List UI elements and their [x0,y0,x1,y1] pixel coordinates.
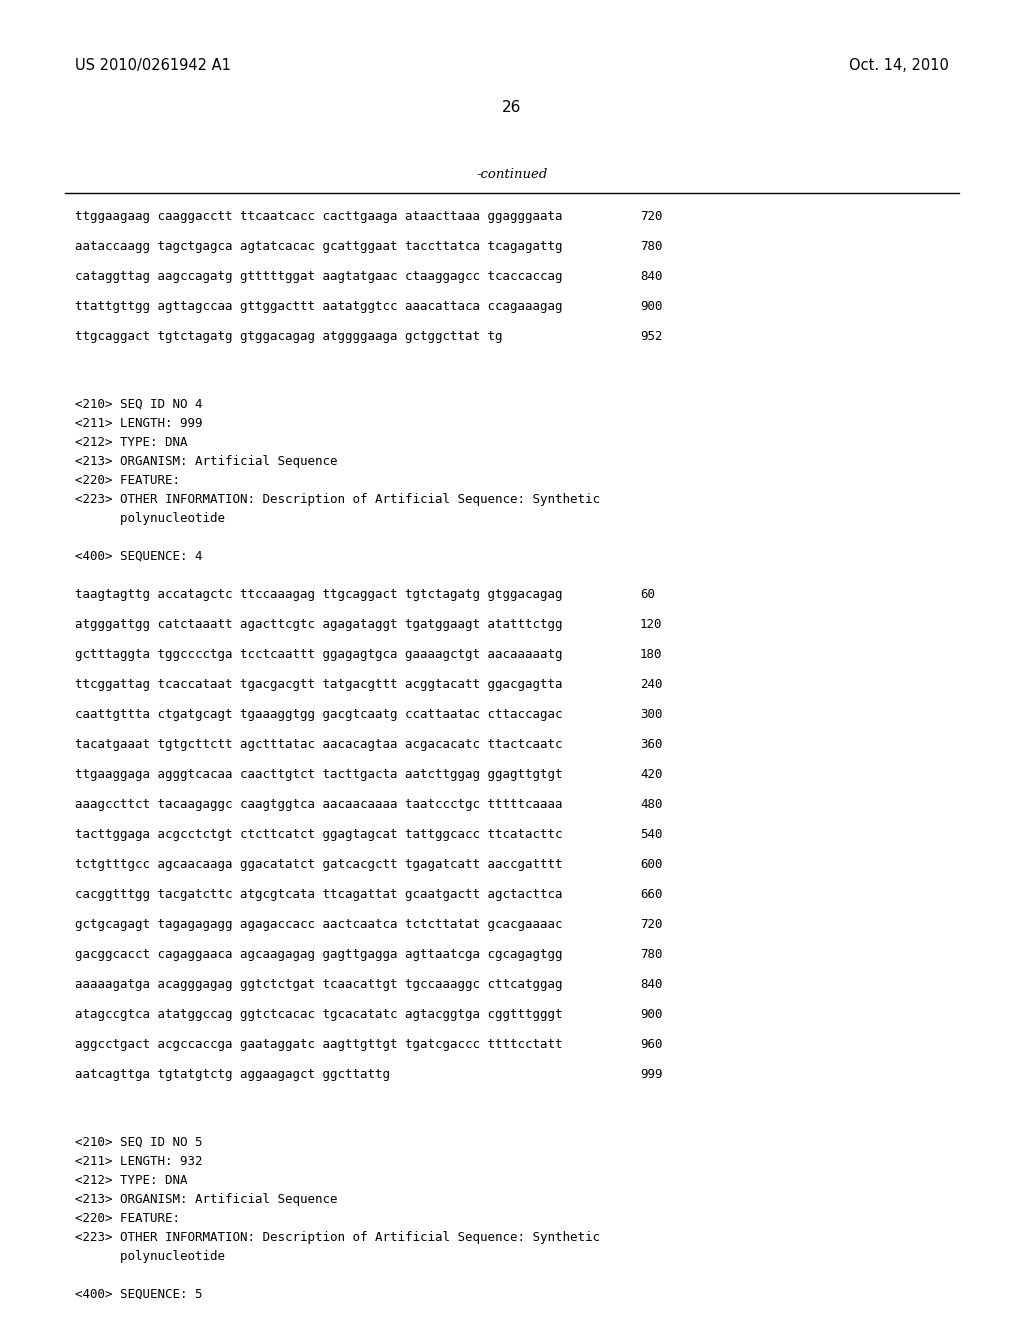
Text: <223> OTHER INFORMATION: Description of Artificial Sequence: Synthetic: <223> OTHER INFORMATION: Description of … [75,492,600,506]
Text: <400> SEQUENCE: 4: <400> SEQUENCE: 4 [75,550,203,564]
Text: atgggattgg catctaaatt agacttcgtc agagataggt tgatggaagt atatttctgg: atgggattgg catctaaatt agacttcgtc agagata… [75,618,562,631]
Text: 180: 180 [640,648,663,661]
Text: ttggaagaag caaggacctt ttcaatcacc cacttgaaga ataacttaaa ggagggaata: ttggaagaag caaggacctt ttcaatcacc cacttga… [75,210,562,223]
Text: US 2010/0261942 A1: US 2010/0261942 A1 [75,58,230,73]
Text: <220> FEATURE:: <220> FEATURE: [75,1212,180,1225]
Text: <210> SEQ ID NO 5: <210> SEQ ID NO 5 [75,1137,203,1148]
Text: 900: 900 [640,300,663,313]
Text: 952: 952 [640,330,663,343]
Text: polynucleotide: polynucleotide [75,512,225,525]
Text: Oct. 14, 2010: Oct. 14, 2010 [849,58,949,73]
Text: <211> LENGTH: 932: <211> LENGTH: 932 [75,1155,203,1168]
Text: -continued: -continued [476,168,548,181]
Text: 420: 420 [640,768,663,781]
Text: ttgcaggact tgtctagatg gtggacagag atggggaaga gctggcttat tg: ttgcaggact tgtctagatg gtggacagag atgggga… [75,330,503,343]
Text: 840: 840 [640,271,663,282]
Text: 720: 720 [640,210,663,223]
Text: 900: 900 [640,1008,663,1020]
Text: 960: 960 [640,1038,663,1051]
Text: caattgttta ctgatgcagt tgaaaggtgg gacgtcaatg ccattaatac cttaccagac: caattgttta ctgatgcagt tgaaaggtgg gacgtca… [75,708,562,721]
Text: taagtagttg accatagctc ttccaaagag ttgcaggact tgtctagatg gtggacagag: taagtagttg accatagctc ttccaaagag ttgcagg… [75,587,562,601]
Text: tacttggaga acgcctctgt ctcttcatct ggagtagcat tattggcacc ttcatacttc: tacttggaga acgcctctgt ctcttcatct ggagtag… [75,828,562,841]
Text: gacggcacct cagaggaaca agcaagagag gagttgagga agttaatcga cgcagagtgg: gacggcacct cagaggaaca agcaagagag gagttga… [75,948,562,961]
Text: 999: 999 [640,1068,663,1081]
Text: <213> ORGANISM: Artificial Sequence: <213> ORGANISM: Artificial Sequence [75,455,338,469]
Text: <223> OTHER INFORMATION: Description of Artificial Sequence: Synthetic: <223> OTHER INFORMATION: Description of … [75,1232,600,1243]
Text: 840: 840 [640,978,663,991]
Text: ttcggattag tcaccataat tgacgacgtt tatgacgttt acggtacatt ggacgagtta: ttcggattag tcaccataat tgacgacgtt tatgacg… [75,678,562,690]
Text: <212> TYPE: DNA: <212> TYPE: DNA [75,436,187,449]
Text: 26: 26 [503,100,521,115]
Text: 780: 780 [640,948,663,961]
Text: tacatgaaat tgtgcttctt agctttatac aacacagtaa acgacacatc ttactcaatc: tacatgaaat tgtgcttctt agctttatac aacacag… [75,738,562,751]
Text: 540: 540 [640,828,663,841]
Text: 480: 480 [640,799,663,810]
Text: polynucleotide: polynucleotide [75,1250,225,1263]
Text: <210> SEQ ID NO 4: <210> SEQ ID NO 4 [75,399,203,411]
Text: gctgcagagt tagagagagg agagaccacc aactcaatca tctcttatat gcacgaaaac: gctgcagagt tagagagagg agagaccacc aactcaa… [75,917,562,931]
Text: 660: 660 [640,888,663,902]
Text: 360: 360 [640,738,663,751]
Text: aggcctgact acgccaccga gaataggatc aagttgttgt tgatcgaccc ttttcctatt: aggcctgact acgccaccga gaataggatc aagttgt… [75,1038,562,1051]
Text: cataggttag aagccagatg gtttttggat aagtatgaac ctaaggagcc tcaccaccag: cataggttag aagccagatg gtttttggat aagtatg… [75,271,562,282]
Text: aatcagttga tgtatgtctg aggaagagct ggcttattg: aatcagttga tgtatgtctg aggaagagct ggcttat… [75,1068,390,1081]
Text: cacggtttgg tacgatcttc atgcgtcata ttcagattat gcaatgactt agctacttca: cacggtttgg tacgatcttc atgcgtcata ttcagat… [75,888,562,902]
Text: aataccaagg tagctgagca agtatcacac gcattggaat taccttatca tcagagattg: aataccaagg tagctgagca agtatcacac gcattgg… [75,240,562,253]
Text: 780: 780 [640,240,663,253]
Text: <212> TYPE: DNA: <212> TYPE: DNA [75,1173,187,1187]
Text: gctttaggta tggcccctga tcctcaattt ggagagtgca gaaaagctgt aacaaaaatg: gctttaggta tggcccctga tcctcaattt ggagagt… [75,648,562,661]
Text: 240: 240 [640,678,663,690]
Text: <400> SEQUENCE: 5: <400> SEQUENCE: 5 [75,1288,203,1302]
Text: 60: 60 [640,587,655,601]
Text: atagccgtca atatggccag ggtctcacac tgcacatatc agtacggtga cggtttgggt: atagccgtca atatggccag ggtctcacac tgcacat… [75,1008,562,1020]
Text: 120: 120 [640,618,663,631]
Text: aaagccttct tacaagaggc caagtggtca aacaacaaaa taatccctgc tttttcaaaa: aaagccttct tacaagaggc caagtggtca aacaaca… [75,799,562,810]
Text: <213> ORGANISM: Artificial Sequence: <213> ORGANISM: Artificial Sequence [75,1193,338,1206]
Text: <220> FEATURE:: <220> FEATURE: [75,474,180,487]
Text: ttattgttgg agttagccaa gttggacttt aatatggtcc aaacattaca ccagaaagag: ttattgttgg agttagccaa gttggacttt aatatgg… [75,300,562,313]
Text: tctgtttgcc agcaacaaga ggacatatct gatcacgctt tgagatcatt aaccgatttt: tctgtttgcc agcaacaaga ggacatatct gatcacg… [75,858,562,871]
Text: 720: 720 [640,917,663,931]
Text: ttgaaggaga agggtcacaa caacttgtct tacttgacta aatcttggag ggagttgtgt: ttgaaggaga agggtcacaa caacttgtct tacttga… [75,768,562,781]
Text: <211> LENGTH: 999: <211> LENGTH: 999 [75,417,203,430]
Text: 300: 300 [640,708,663,721]
Text: 600: 600 [640,858,663,871]
Text: aaaaagatga acagggagag ggtctctgat tcaacattgt tgccaaaggc cttcatggag: aaaaagatga acagggagag ggtctctgat tcaacat… [75,978,562,991]
